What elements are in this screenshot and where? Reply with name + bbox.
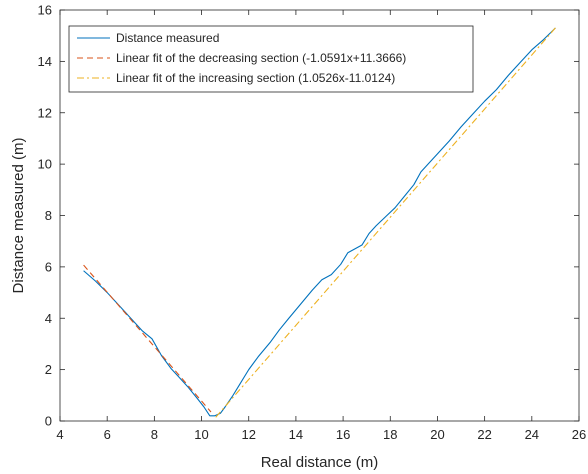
x-tick-label: 22 (477, 427, 491, 442)
x-tick-label: 16 (336, 427, 350, 442)
legend: Distance measured Linear fit of the decr… (68, 25, 474, 93)
series-layer (83, 27, 556, 418)
x-tick-label: 8 (151, 427, 158, 442)
x-tick-label: 20 (430, 427, 444, 442)
x-tick-label: 14 (289, 427, 303, 442)
x-tick-label: 6 (104, 427, 111, 442)
series-distance-measured (83, 27, 556, 417)
series-decreasing-fit (83, 264, 212, 413)
y-tick-label: 0 (45, 414, 52, 429)
x-tick-label: 4 (56, 427, 63, 442)
x-tick-label: 24 (525, 427, 539, 442)
y-axis-label: Distance measured (m) (10, 138, 27, 294)
y-tick-label: 4 (45, 311, 52, 326)
x-tick-label: 18 (383, 427, 397, 442)
legend-label-increasing-fit: Linear fit of the increasing section (1.… (116, 71, 395, 85)
y-tick-label: 6 (45, 259, 52, 274)
y-tick-label: 10 (38, 157, 52, 172)
legend-box (68, 25, 474, 93)
legend-label-distance-measured: Distance measured (116, 31, 219, 45)
x-tick-label: 10 (194, 427, 208, 442)
x-axis-label: Real distance (m) (261, 454, 379, 471)
y-tick-label: 14 (38, 54, 52, 69)
series-increasing-fit (215, 27, 556, 418)
x-tick-label: 12 (241, 427, 255, 442)
y-tick-label: 16 (38, 3, 52, 18)
y-tick-label: 8 (45, 208, 52, 223)
legend-label-decreasing-fit: Linear fit of the decreasing section (-1… (116, 51, 406, 65)
x-tick-label: 26 (572, 427, 586, 442)
y-tick-label: 2 (45, 362, 52, 377)
y-tick-label: 12 (38, 105, 52, 120)
